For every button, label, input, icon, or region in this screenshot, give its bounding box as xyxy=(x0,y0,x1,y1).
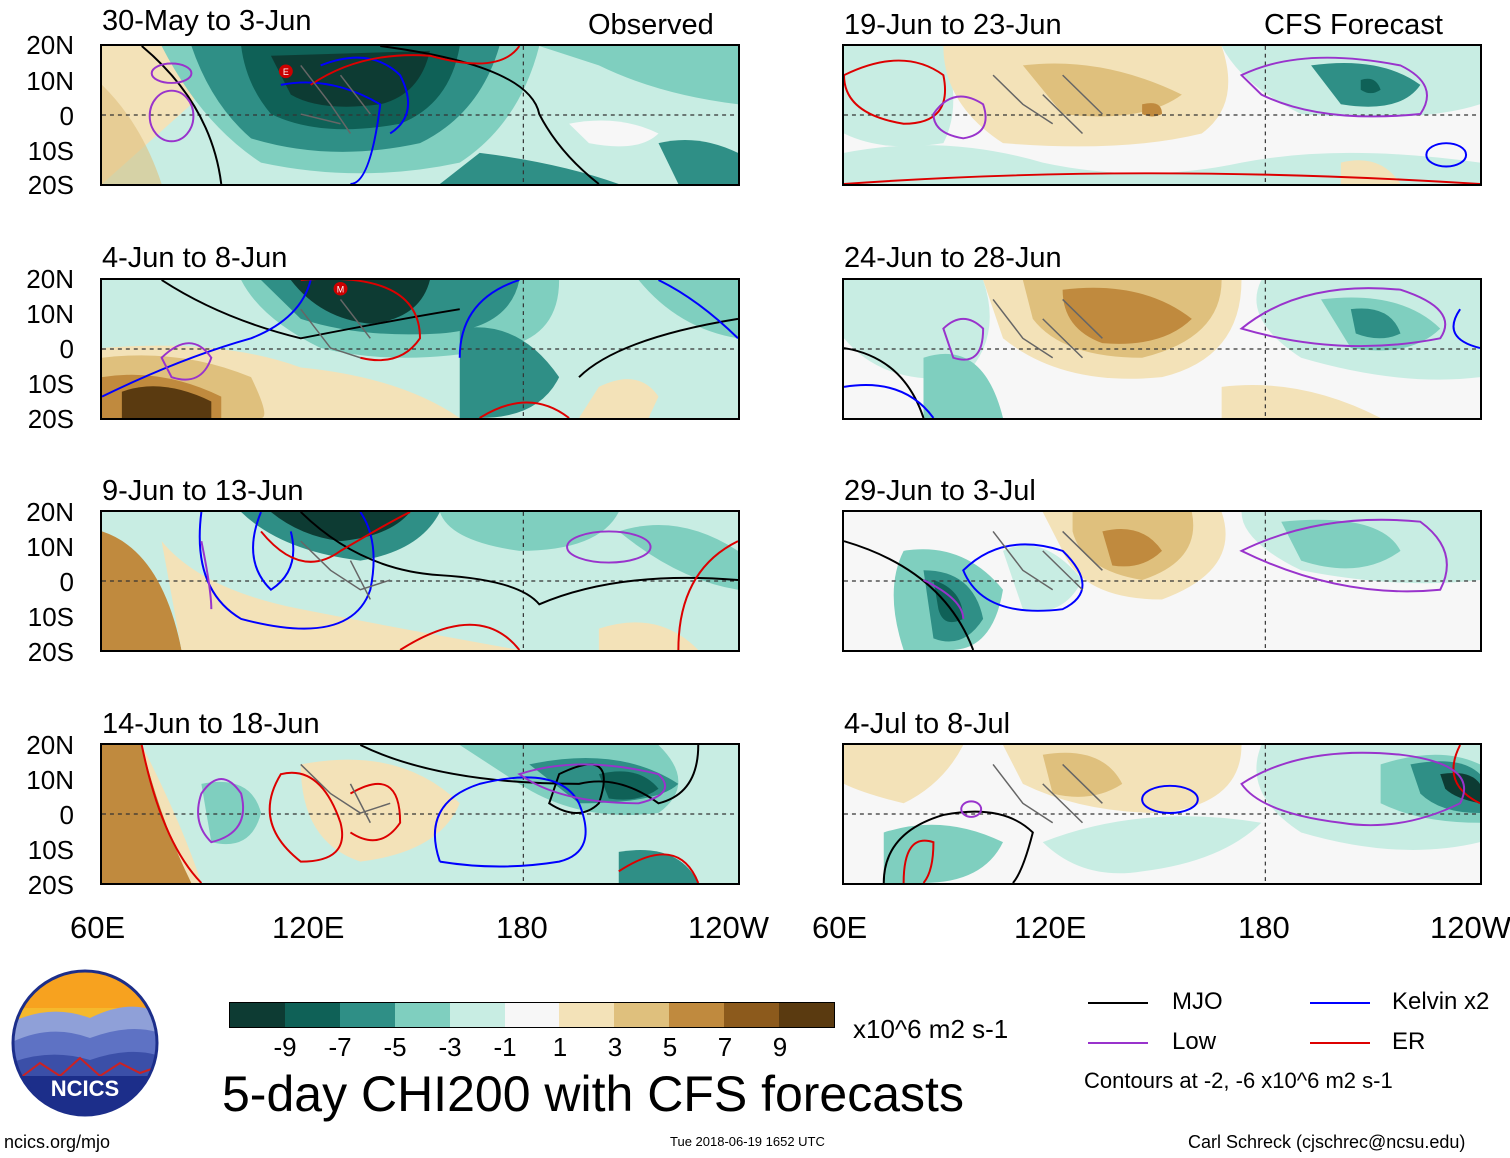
lat-label: 10N xyxy=(26,66,74,96)
panel-title-5: 19-Jun to 23-Jun xyxy=(844,9,1062,41)
panel-title-4: 14-Jun to 18-Jun xyxy=(102,708,320,740)
lat-label: 20N xyxy=(26,497,74,527)
lon-label: 120W xyxy=(1430,910,1510,945)
legend-mjo-label: MJO xyxy=(1172,988,1223,1015)
colorbar-tick: 1 xyxy=(552,1032,568,1062)
colorbar-swatch xyxy=(449,1003,505,1027)
panel-title-2: 4-Jun to 8-Jun xyxy=(102,242,288,274)
colorbar-tick: 3 xyxy=(607,1032,623,1062)
legend-er-label: ER xyxy=(1392,1028,1426,1055)
lat-label: 10S xyxy=(27,835,74,865)
map-panel-forecast-4 xyxy=(842,743,1482,885)
lon-label: 120E xyxy=(1014,910,1087,945)
map-panel-observed-1: E xyxy=(100,44,740,186)
lat-label: 10S xyxy=(27,602,74,632)
lat-label: 20S xyxy=(27,170,74,200)
legend-low-label: Low xyxy=(1172,1028,1217,1055)
lat-label: 10N xyxy=(26,532,74,562)
colorbar-swatch xyxy=(339,1003,395,1027)
colorbar-tick: -7 xyxy=(328,1032,352,1062)
event-marker-m-label: M xyxy=(337,285,344,295)
panel-title-1: 30-May to 3-Jun xyxy=(102,5,312,37)
lat-label: 20S xyxy=(27,870,74,900)
legend-er-line xyxy=(1310,1042,1370,1044)
chi200-field: M xyxy=(102,280,738,418)
event-marker-e-label: E xyxy=(283,67,289,77)
chi200-field xyxy=(844,512,1480,650)
colorbar-swatch xyxy=(230,1003,285,1027)
legend-low-line xyxy=(1088,1042,1148,1044)
event-marker-e xyxy=(278,64,293,79)
lon-label: 60E xyxy=(812,910,868,945)
lat-label: 0 xyxy=(59,334,74,364)
legend-contours-note: Contours at -2, -6 x10^6 m2 s-1 xyxy=(1084,1068,1393,1093)
legend-mjo-line xyxy=(1088,1002,1148,1004)
lat-label: 20S xyxy=(27,637,74,667)
panel-title-3: 9-Jun to 13-Jun xyxy=(102,475,304,507)
logo-text: NCICS xyxy=(51,1076,119,1101)
figure-title: 5-day CHI200 with CFS forecasts xyxy=(222,1066,964,1122)
colorbar-swatch xyxy=(559,1003,615,1027)
lat-label: 0 xyxy=(59,101,74,131)
colorbar-units: x10^6 m2 s-1 xyxy=(853,1014,1009,1044)
legend-kelvin-label: Kelvin x2 xyxy=(1392,988,1490,1015)
lat-label: 10N xyxy=(26,299,74,329)
lat-label: 0 xyxy=(59,567,74,597)
lat-label: 10S xyxy=(27,136,74,166)
lat-label: 20N xyxy=(26,30,74,60)
lat-label: 0 xyxy=(59,800,74,830)
legend-kelvin-line xyxy=(1310,1002,1370,1004)
panel-title-6: 24-Jun to 28-Jun xyxy=(844,242,1062,274)
lon-label: 120W xyxy=(688,910,769,945)
lat-label: 20S xyxy=(27,404,74,434)
footer-author: Carl Schreck (cjschrec@ncsu.edu) xyxy=(1188,1132,1466,1152)
chi200-field xyxy=(844,46,1480,184)
colorbar xyxy=(229,1002,835,1028)
header-forecast: CFS Forecast xyxy=(1264,9,1443,41)
lon-label: 180 xyxy=(1238,910,1290,945)
colorbar-tick: 7 xyxy=(717,1032,733,1062)
colorbar-tick: -9 xyxy=(273,1032,297,1062)
chi200-field xyxy=(844,280,1480,418)
lon-label: 60E xyxy=(70,910,126,945)
footer-url[interactable]: ncics.org/mjo xyxy=(4,1132,111,1152)
colorbar-tick: 5 xyxy=(662,1032,678,1062)
colorbar-swatch xyxy=(504,1003,560,1027)
ncics-logo: NCICS xyxy=(10,968,160,1118)
panel-title-8: 4-Jul to 8-Jul xyxy=(844,708,1011,740)
lon-label: 120E xyxy=(272,910,345,945)
ncics-logo-icon: NCICS xyxy=(11,969,159,1117)
colorbar-swatch xyxy=(669,1003,725,1027)
map-panel-observed-2: M xyxy=(100,278,740,420)
colorbar-swatch xyxy=(614,1003,670,1027)
map-panel-observed-3 xyxy=(100,510,740,652)
chi200-field xyxy=(102,512,738,650)
colorbar-swatch xyxy=(394,1003,450,1027)
colorbar-swatch xyxy=(724,1003,780,1027)
colorbar-swatch xyxy=(779,1003,834,1027)
colorbar-tick: -3 xyxy=(438,1032,462,1062)
lon-label: 180 xyxy=(496,910,548,945)
colorbar-tick: 9 xyxy=(772,1032,788,1062)
map-panel-forecast-3 xyxy=(842,510,1482,652)
panel-title-7: 29-Jun to 3-Jul xyxy=(844,475,1036,507)
map-panel-forecast-2 xyxy=(842,278,1482,420)
lat-label: 20N xyxy=(26,264,74,294)
chi200-field: E xyxy=(102,46,738,184)
colorbar-tick: -5 xyxy=(383,1032,407,1062)
footer-timestamp: Tue 2018-06-19 1652 UTC xyxy=(670,1134,825,1149)
event-marker-m xyxy=(333,281,348,296)
colorbar-swatch xyxy=(284,1003,340,1027)
map-panel-observed-4 xyxy=(100,743,740,885)
chi200-field xyxy=(102,745,738,883)
lat-label: 10N xyxy=(26,765,74,795)
colorbar-tick: -1 xyxy=(493,1032,517,1062)
lat-label: 10S xyxy=(27,369,74,399)
map-panel-forecast-1 xyxy=(842,44,1482,186)
header-observed: Observed xyxy=(588,9,714,41)
chi200-field xyxy=(844,745,1480,883)
lat-label: 20N xyxy=(26,730,74,760)
